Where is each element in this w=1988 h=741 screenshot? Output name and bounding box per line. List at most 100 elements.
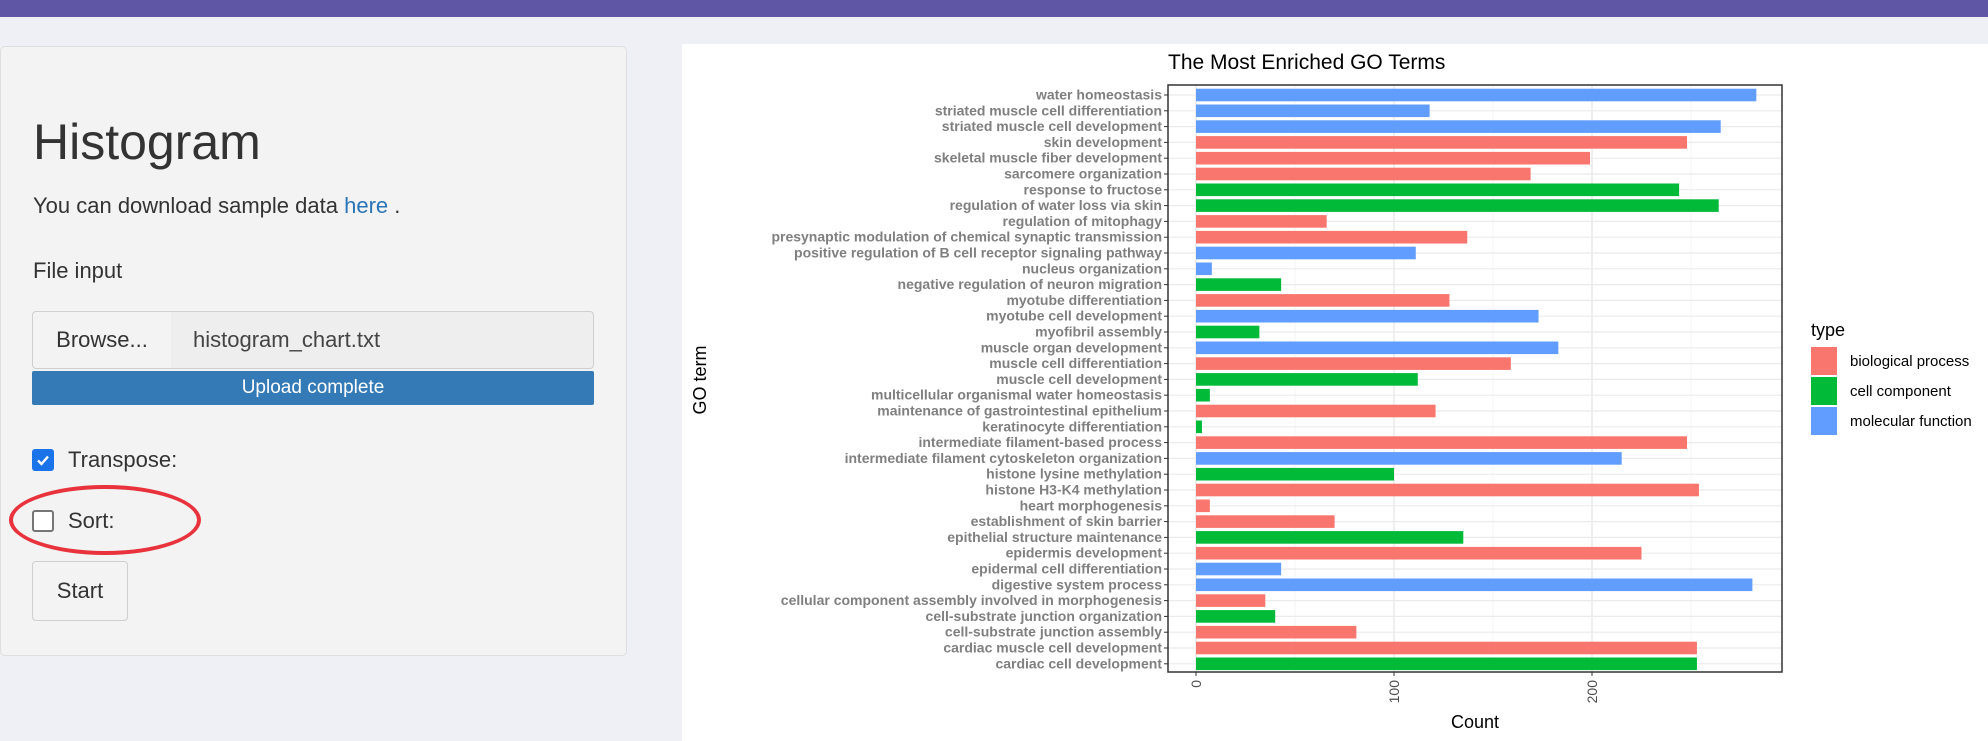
upload-progress-fill (32, 371, 594, 405)
y-tick-label: cellular component assembly involved in … (781, 592, 1162, 608)
legend-swatch (1811, 407, 1837, 435)
transpose-option[interactable]: Transpose: (32, 447, 177, 473)
bar (1196, 151, 1591, 165)
y-tick-label: maintenance of gastrointestinal epitheli… (877, 403, 1162, 419)
y-tick-label: epidermis development (1006, 545, 1163, 561)
transpose-label: Transpose: (68, 447, 178, 472)
bar (1196, 183, 1680, 197)
y-tick-label: striated muscle cell development (942, 118, 1163, 134)
y-tick-label: cell-substrate junction assembly (945, 624, 1162, 640)
x-tick-label: 100 (1386, 680, 1402, 704)
y-tick-label: muscle organ development (981, 339, 1163, 355)
y-tick-label: cardiac cell development (995, 655, 1162, 671)
bar (1196, 246, 1416, 260)
start-button[interactable]: Start (32, 561, 128, 621)
bar (1196, 452, 1622, 465)
y-tick-label: skeletal muscle fiber development (934, 150, 1162, 166)
y-tick-label: response to fructose (1024, 181, 1163, 197)
transpose-checkbox[interactable] (32, 449, 54, 471)
bar (1196, 278, 1282, 291)
bar (1196, 294, 1450, 307)
bar (1196, 467, 1394, 481)
bar (1196, 657, 1697, 671)
bar (1196, 136, 1688, 149)
top-bar (0, 0, 1988, 17)
plot-border (1167, 84, 1783, 673)
y-tick-label: multicellular organismal water homeostas… (871, 387, 1162, 403)
bar (1196, 499, 1210, 513)
y-tick-label: regulation of mitophagy (1003, 213, 1163, 229)
bar (1196, 167, 1531, 181)
bar (1196, 373, 1418, 386)
bar (1196, 420, 1202, 434)
y-tick-label: heart morphogenesis (1020, 497, 1163, 513)
legend-swatch (1811, 377, 1837, 405)
y-axis-title: GO term (690, 345, 710, 414)
description-suffix: . (388, 193, 401, 218)
legend-label: cell component (1850, 383, 1952, 400)
file-name-field[interactable]: histogram_chart.txt (171, 311, 594, 369)
y-tick-label: regulation of water loss via skin (950, 197, 1162, 213)
bar (1196, 610, 1276, 623)
bar (1196, 230, 1468, 244)
page-title: Histogram (33, 114, 261, 170)
bar (1196, 88, 1757, 102)
bar (1196, 199, 1719, 212)
y-tick-label: striated muscle cell differentiation (935, 102, 1162, 118)
bar (1196, 309, 1539, 323)
bar (1196, 357, 1511, 370)
bar (1196, 325, 1260, 339)
upload-status: Upload complete (241, 377, 385, 398)
legend-swatch (1811, 347, 1837, 375)
bar (1196, 483, 1699, 497)
checkmark-icon (37, 455, 49, 466)
bar (1196, 546, 1642, 560)
legend-title: type (1811, 320, 1845, 340)
bar (1196, 641, 1697, 655)
x-tick-label: 0 (1188, 680, 1204, 688)
y-tick-label: histone lysine methylation (986, 466, 1162, 482)
legend-label: biological process (1850, 353, 1969, 370)
bar (1196, 262, 1212, 276)
y-tick-label: positive regulation of B cell receptor s… (794, 245, 1162, 261)
legend-label: molecular function (1850, 413, 1972, 430)
y-tick-label: intermediate filament cytoskeleton organ… (845, 450, 1162, 466)
y-tick-label: digestive system process (992, 576, 1163, 592)
description-text: You can download sample data (33, 193, 345, 218)
y-tick-label: cell-substrate junction organization (926, 608, 1162, 624)
file-input-label: File input (33, 258, 123, 283)
x-axis-title: Count (1451, 712, 1499, 732)
bar (1196, 104, 1430, 118)
bar (1196, 120, 1721, 133)
chart-title: The Most Enriched GO Terms (1168, 51, 1445, 74)
x-tick-label: 200 (1584, 680, 1600, 704)
chart-area: water homeostasis striated muscle cell di… (682, 44, 1988, 741)
y-tick-label: establishment of skin barrier (971, 513, 1163, 529)
bar (1196, 215, 1327, 228)
y-tick-label: keratinocyte differentiation (982, 418, 1162, 434)
y-tick-label: nucleus organization (1022, 260, 1162, 276)
bar (1196, 388, 1210, 402)
y-tick-label: histone H3-K4 methylation (985, 482, 1162, 498)
y-tick-label: muscle cell development (996, 371, 1162, 387)
y-tick-label: muscle cell differentiation (989, 355, 1162, 371)
sample-data-link[interactable]: here (344, 193, 389, 218)
y-tick-label: skin development (1044, 134, 1163, 150)
bar (1196, 578, 1753, 592)
y-tick-label: epithelial structure maintenance (947, 529, 1162, 545)
bar (1196, 625, 1357, 639)
upload-progress-bar: Upload complete (32, 371, 594, 405)
y-tick-label: myotube differentiation (1006, 292, 1162, 308)
sample-data-description: You can download sample data here . (33, 193, 400, 219)
y-tick-label: presynaptic modulation of chemical synap… (771, 229, 1162, 245)
y-tick-label: myofibril assembly (1035, 324, 1162, 340)
y-tick-label: negative regulation of neuron migration (898, 276, 1162, 292)
y-tick-label: intermediate filament-based process (918, 434, 1162, 450)
y-tick-label: epidermal cell differentiation (971, 561, 1162, 577)
bar (1196, 436, 1688, 449)
y-tick-label: water homeostasis (1035, 87, 1162, 103)
bar (1196, 515, 1335, 528)
browse-button[interactable]: Browse... (32, 311, 172, 369)
bar (1196, 404, 1436, 418)
